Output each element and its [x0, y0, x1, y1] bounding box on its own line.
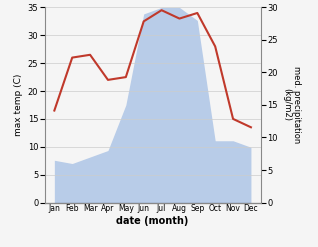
Y-axis label: max temp (C): max temp (C): [15, 74, 24, 136]
X-axis label: date (month): date (month): [116, 216, 189, 226]
Y-axis label: med. precipitation
(kg/m2): med. precipitation (kg/m2): [282, 66, 301, 144]
